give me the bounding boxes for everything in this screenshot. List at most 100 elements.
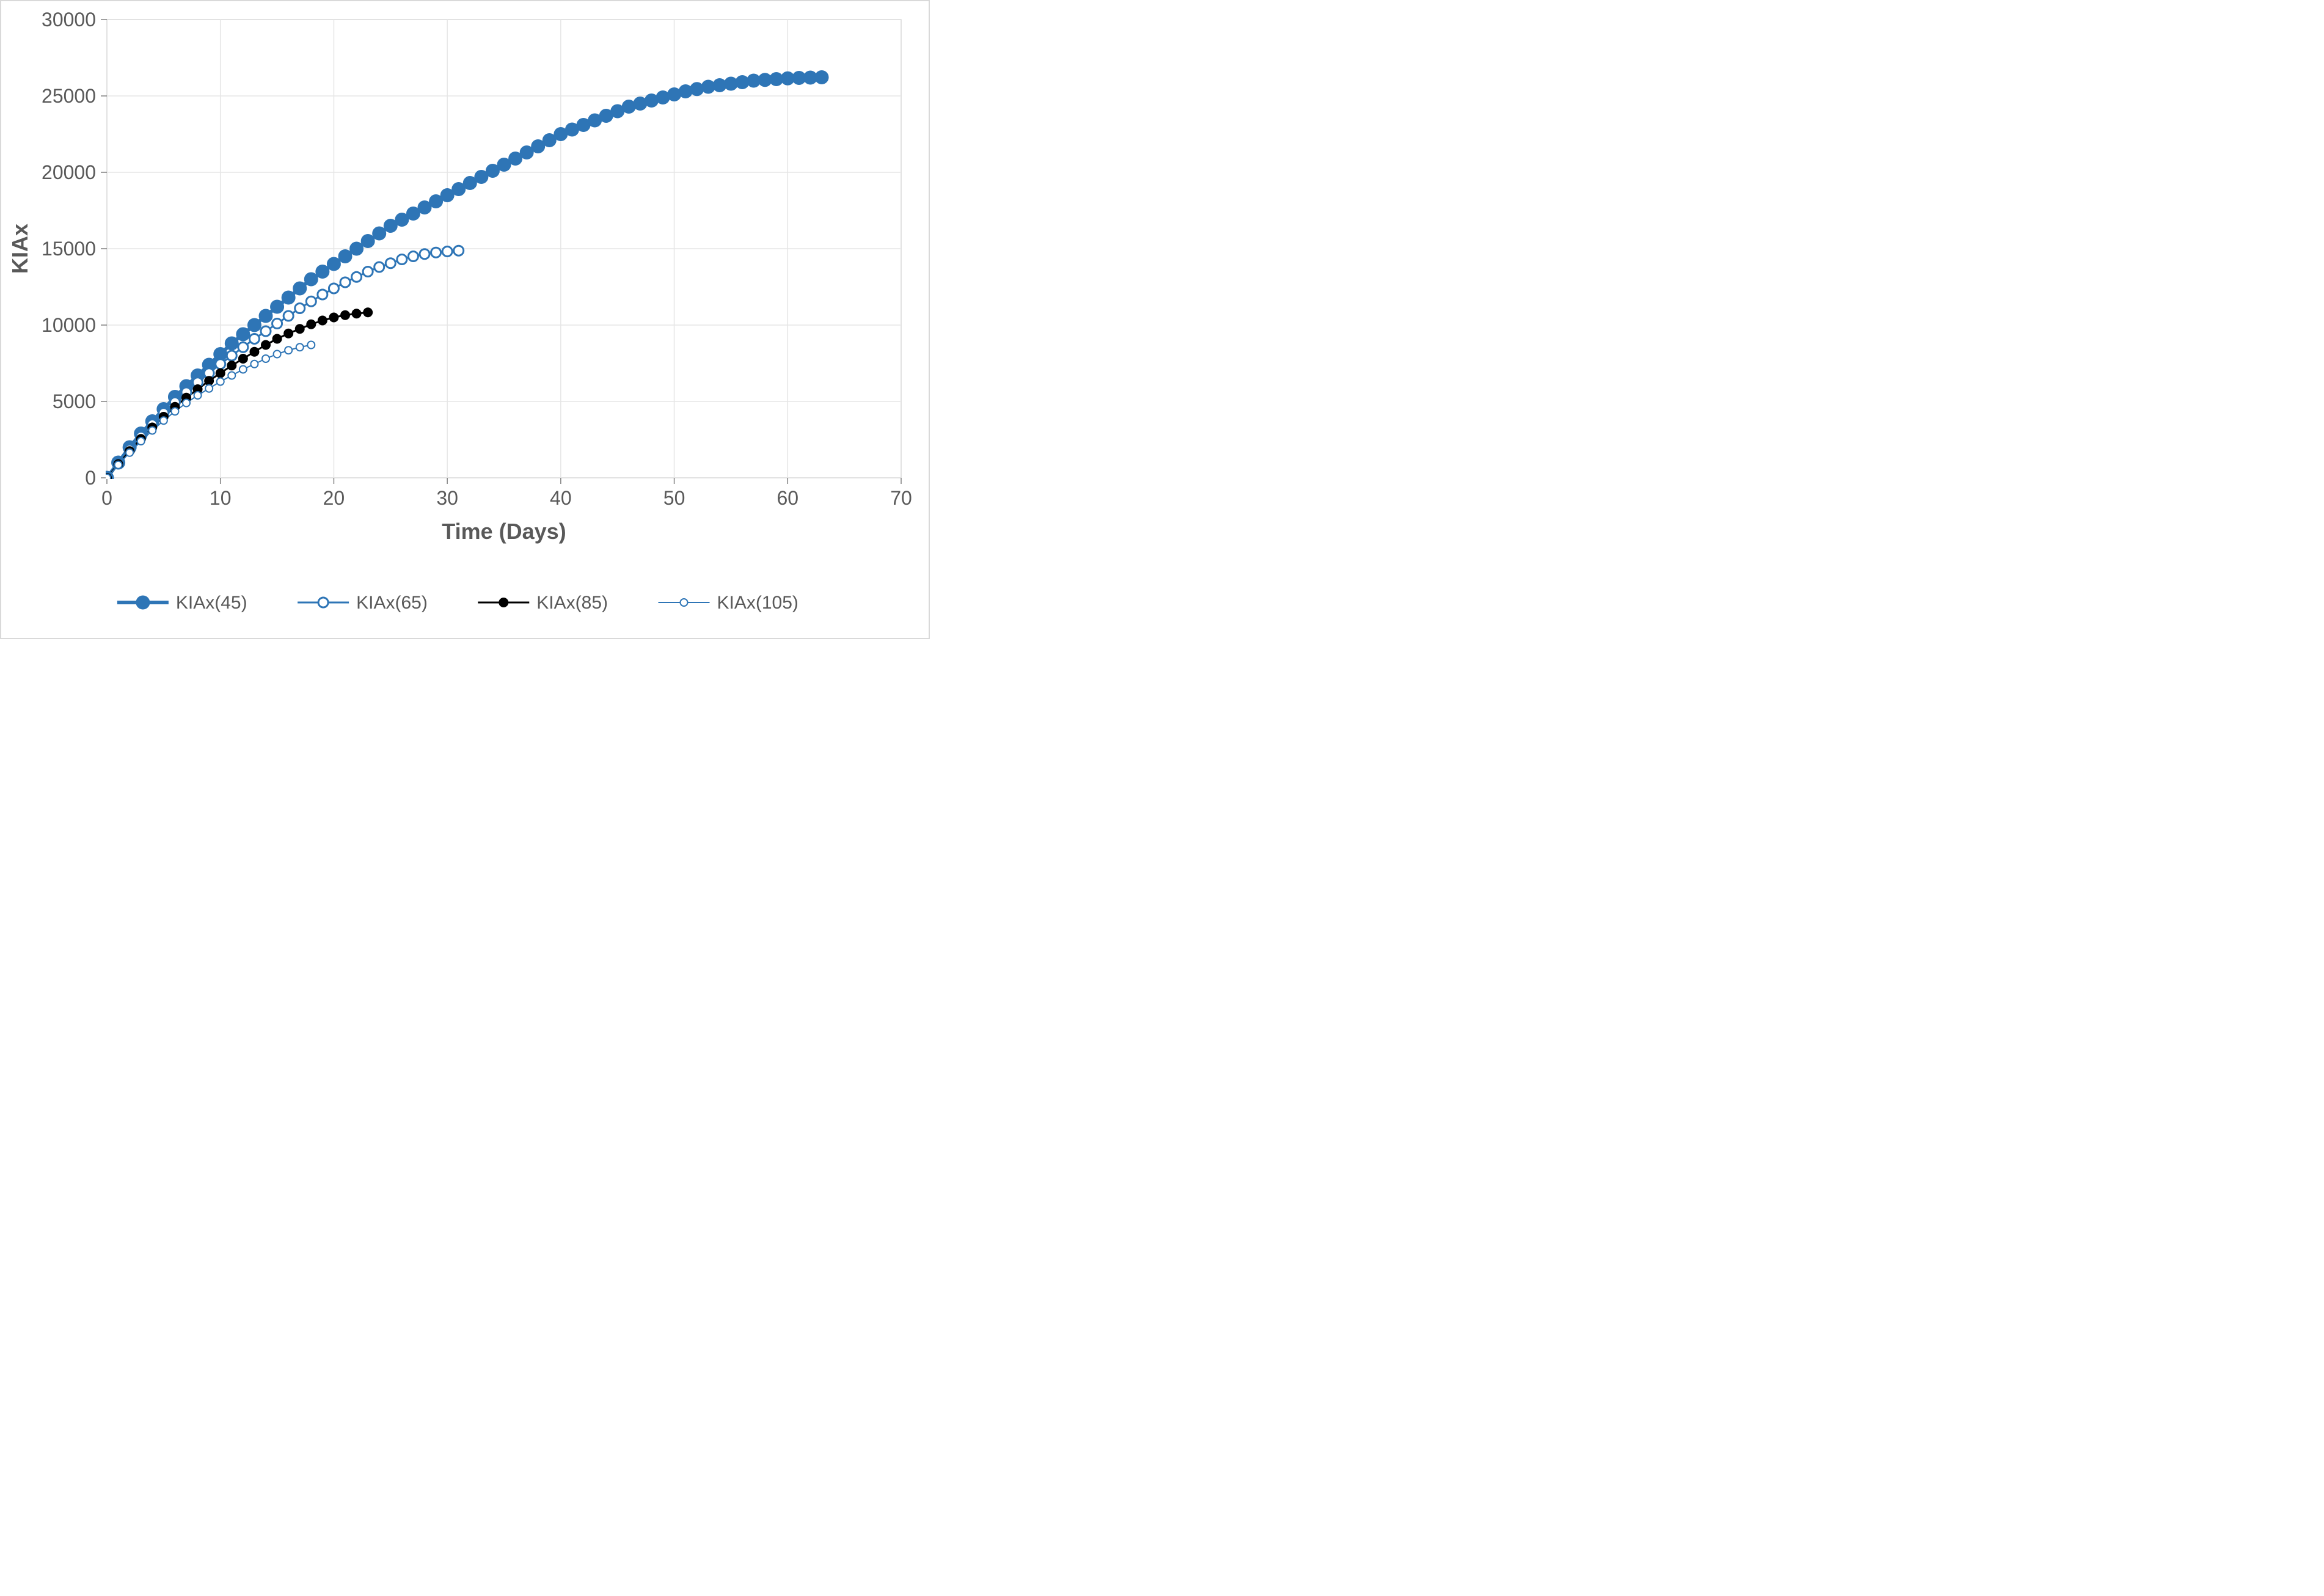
- series-marker: [341, 311, 349, 320]
- series-marker: [339, 251, 351, 263]
- series-marker: [262, 355, 269, 362]
- series-marker: [274, 351, 281, 358]
- series-marker: [137, 437, 145, 445]
- y-tick-label: 10000: [42, 314, 96, 336]
- series-marker: [171, 408, 178, 415]
- series-marker: [272, 319, 282, 329]
- y-tick-label: 0: [85, 467, 96, 489]
- series-marker: [249, 334, 259, 344]
- series-marker: [353, 309, 361, 318]
- series-marker: [691, 83, 703, 95]
- series-marker: [352, 272, 362, 282]
- series-marker: [194, 392, 202, 399]
- series-marker: [225, 337, 238, 350]
- series-marker: [612, 105, 624, 117]
- series-marker: [736, 76, 748, 89]
- series-marker: [420, 249, 429, 259]
- series-marker: [282, 291, 294, 304]
- series-marker: [589, 114, 601, 126]
- series-marker: [283, 311, 293, 321]
- series-marker: [441, 189, 453, 202]
- x-tick-label: 70: [890, 487, 912, 509]
- series-marker: [442, 247, 452, 257]
- x-tick-label: 40: [550, 487, 572, 509]
- series-marker: [273, 335, 282, 343]
- series-marker: [327, 258, 340, 270]
- series-marker: [407, 208, 419, 220]
- y-tick-label: 5000: [53, 390, 96, 412]
- series-marker: [318, 317, 327, 325]
- series-marker: [363, 267, 373, 277]
- series-marker: [227, 361, 236, 370]
- series-marker: [307, 342, 315, 349]
- series-marker: [645, 95, 657, 107]
- x-tick-label: 0: [101, 487, 112, 509]
- series-marker: [216, 359, 225, 369]
- series-marker: [318, 290, 327, 299]
- series-marker: [238, 342, 248, 352]
- x-axis-label: Time (Days): [442, 519, 566, 544]
- series-marker: [555, 128, 567, 141]
- series-marker: [285, 346, 292, 354]
- series-marker: [217, 378, 224, 386]
- chart-container: 0102030405060700500010000150002000025000…: [0, 0, 2324, 639]
- legend-label: KIAx(65): [356, 593, 428, 613]
- series-marker: [804, 71, 816, 84]
- legend-label: KIAx(85): [536, 593, 608, 613]
- series-marker: [126, 449, 133, 456]
- series-marker: [260, 310, 272, 322]
- series-marker: [634, 98, 646, 110]
- y-tick-label: 15000: [42, 238, 96, 260]
- series-marker: [566, 123, 578, 136]
- series-marker: [296, 324, 304, 333]
- series-marker: [600, 110, 612, 122]
- series-marker: [679, 86, 692, 98]
- series-marker: [781, 72, 794, 84]
- series-marker: [351, 243, 363, 255]
- y-axis-label: KIAx: [7, 224, 32, 274]
- series-marker: [714, 79, 726, 92]
- series-marker: [364, 308, 372, 317]
- series-marker: [725, 78, 737, 90]
- series-marker: [816, 71, 828, 84]
- series-marker: [373, 227, 386, 240]
- series-marker: [239, 354, 247, 363]
- series-marker: [316, 266, 329, 278]
- x-tick-label: 10: [210, 487, 232, 509]
- x-tick-label: 50: [663, 487, 685, 509]
- series-marker: [396, 214, 408, 226]
- series-marker: [362, 235, 374, 247]
- x-tick-label: 30: [436, 487, 458, 509]
- legend-label: KIAx(105): [717, 593, 798, 613]
- series-marker: [228, 372, 235, 379]
- series-marker: [261, 326, 271, 336]
- y-tick-label: 25000: [42, 85, 96, 107]
- series-marker: [498, 159, 510, 171]
- series-marker: [657, 92, 669, 104]
- series-marker: [284, 329, 293, 338]
- series-marker: [205, 385, 213, 392]
- series-marker: [453, 183, 465, 196]
- series-marker: [239, 366, 247, 373]
- series-marker: [770, 73, 783, 86]
- series-marker: [397, 255, 407, 265]
- series-marker: [430, 196, 442, 208]
- series-marker: [340, 277, 350, 287]
- series-marker: [307, 320, 315, 329]
- series-marker: [227, 351, 236, 361]
- series-marker: [305, 273, 317, 285]
- chart-svg: 0102030405060700500010000150002000025000…: [0, 0, 930, 639]
- series-marker: [250, 361, 258, 368]
- y-tick-label: 20000: [42, 161, 96, 183]
- series-marker: [418, 202, 431, 214]
- series-marker: [454, 246, 464, 255]
- series-marker: [475, 171, 488, 183]
- series-marker: [668, 89, 681, 101]
- series-marker: [748, 75, 760, 87]
- series-marker: [295, 304, 305, 313]
- series-marker: [386, 258, 395, 268]
- x-tick-label: 60: [776, 487, 798, 509]
- series-marker: [384, 220, 396, 232]
- series-marker: [702, 81, 714, 93]
- series-marker: [532, 141, 544, 153]
